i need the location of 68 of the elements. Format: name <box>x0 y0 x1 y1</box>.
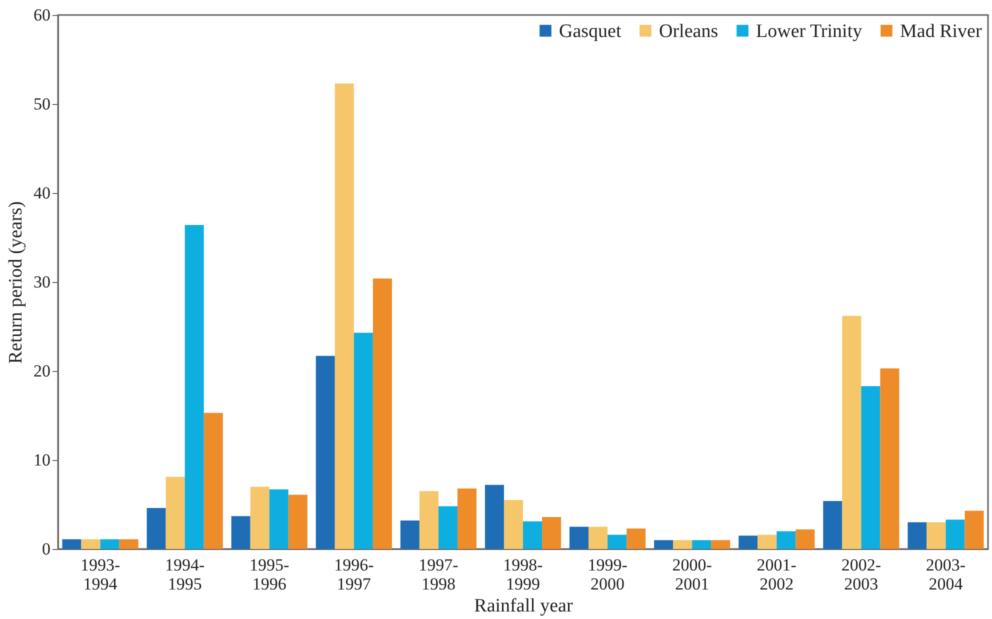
bar <box>908 522 927 549</box>
x-tick-label: 1994-1995 <box>164 556 205 594</box>
bar <box>400 520 420 549</box>
bar <box>250 486 270 549</box>
x-axis-title: Rainfall year <box>474 596 574 616</box>
x-tick-label: 2001-2002 <box>756 556 797 594</box>
legend-label: Orleans <box>659 20 718 42</box>
bar <box>758 534 777 549</box>
bar <box>823 500 842 549</box>
y-tick-label: 0 <box>42 540 50 558</box>
y-tick-label: 60 <box>34 6 50 24</box>
bar <box>457 488 476 549</box>
x-tick-label: 2002-2003 <box>841 556 882 594</box>
bar <box>204 412 223 549</box>
bar <box>484 484 504 549</box>
bar <box>166 476 185 549</box>
y-tick-label: 30 <box>34 272 50 292</box>
bar <box>776 531 796 549</box>
bar <box>738 536 758 549</box>
bar <box>438 506 458 549</box>
legend-label: Lower Trinity <box>756 20 863 42</box>
bar <box>842 316 862 549</box>
x-tick-label: 1997-1998 <box>418 556 459 594</box>
bar <box>119 539 138 549</box>
bar <box>588 526 608 549</box>
x-tick-label: 1996-1997 <box>334 556 374 594</box>
bar <box>880 368 900 549</box>
bar <box>316 356 335 549</box>
x-tick-label: 1995-1996 <box>250 556 290 594</box>
bar <box>570 526 589 549</box>
bar <box>964 510 984 549</box>
bar <box>334 84 354 549</box>
bar <box>419 491 438 549</box>
bar <box>711 540 730 549</box>
bar <box>372 278 392 549</box>
bar <box>504 500 523 549</box>
x-tick-label: 1998-1999 <box>503 556 544 594</box>
x-tick-label: 1993-1994 <box>80 556 120 594</box>
bar <box>946 520 965 549</box>
bar <box>608 534 627 549</box>
bar <box>626 528 646 549</box>
y-axis-title: Return period (years) <box>6 201 26 364</box>
bar <box>692 540 712 549</box>
bar <box>542 516 562 549</box>
y-tick-label: 20 <box>34 362 50 380</box>
x-tick-label: 1999-2000 <box>588 556 628 594</box>
bar <box>861 386 880 549</box>
bar <box>231 516 250 549</box>
x-tick-label: 2000-2001 <box>672 556 712 594</box>
legend-label: Gasquet <box>559 20 622 42</box>
y-tick-label: 10 <box>34 450 50 470</box>
bar <box>184 225 204 549</box>
bar <box>926 522 946 549</box>
legend-label: Mad River <box>900 20 982 42</box>
bar <box>654 540 674 549</box>
y-tick-label: 50 <box>34 94 50 114</box>
bar <box>146 508 166 549</box>
bar <box>796 529 815 549</box>
bar <box>673 540 692 549</box>
bar <box>523 521 542 549</box>
bar <box>81 539 100 549</box>
bar <box>354 332 373 549</box>
bar <box>100 539 120 549</box>
bar <box>62 539 82 549</box>
x-tick-label: 2003-2004 <box>926 556 966 594</box>
y-tick-label: 40 <box>34 184 50 202</box>
bar <box>269 489 288 549</box>
bar <box>288 494 308 549</box>
